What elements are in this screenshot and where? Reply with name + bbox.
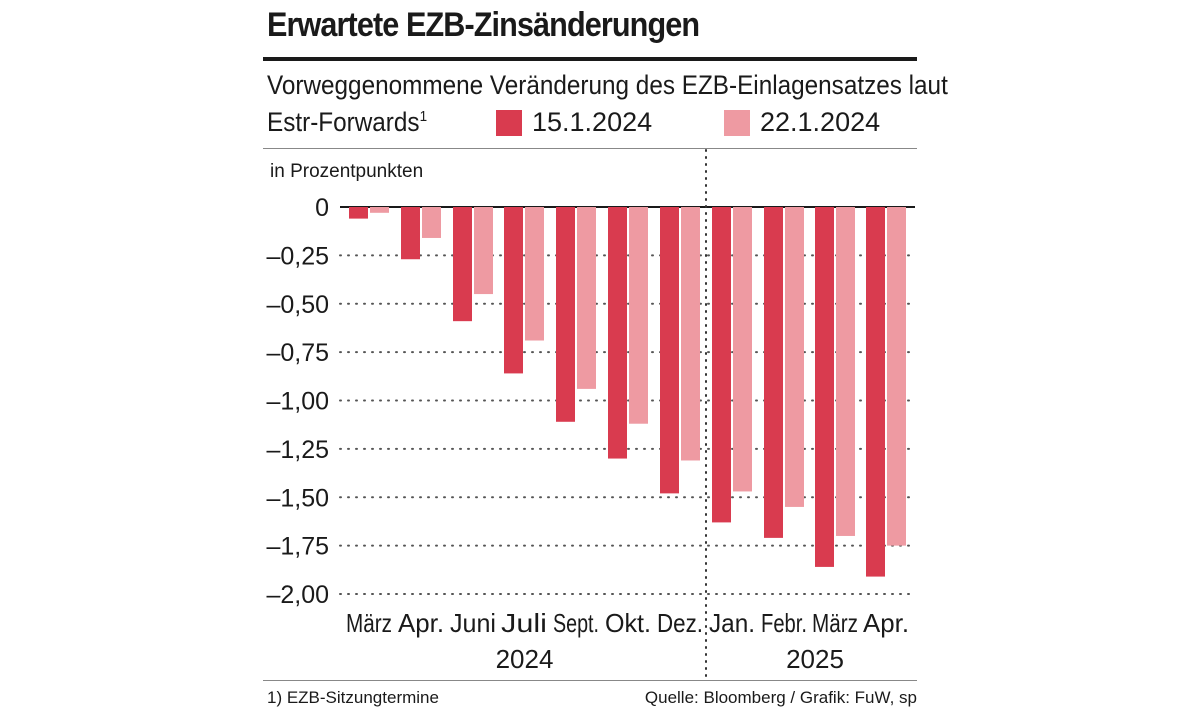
header-rule (263, 148, 917, 149)
bar-series-b (474, 207, 493, 295)
x-tick-label: Apr. (398, 608, 444, 638)
x-tick-label: März (346, 608, 392, 638)
bar-series-a (815, 207, 834, 567)
bar-series-b (733, 207, 752, 492)
legend-label-series-b: 22.1.2024 (760, 107, 881, 137)
legend-swatch-series-a (496, 109, 522, 136)
y-tick-label: –1,25 (266, 436, 329, 464)
bar-series-b (629, 207, 648, 424)
legend-item-series-b: 22.1.2024 (724, 107, 880, 138)
chart-subtitle-line2: Estr-Forwards1 (267, 107, 427, 138)
bar-series-b (525, 207, 544, 341)
year-label: 2024 (496, 644, 554, 674)
subtitle-text: Estr-Forwards (267, 107, 420, 137)
year-label: 2025 (786, 644, 844, 674)
y-tick-label: –1,75 (266, 533, 329, 561)
y-tick-label: –1,00 (266, 388, 329, 416)
bar-series-b (577, 207, 596, 389)
bar-series-a (608, 207, 627, 459)
bar-series-b (681, 207, 700, 461)
bar-series-b (836, 207, 855, 536)
x-tick-label: Juni (450, 608, 496, 638)
bar-series-a (660, 207, 679, 494)
bar-series-b (370, 207, 389, 213)
x-tick-label: Dez. (657, 608, 703, 638)
legend-item-series-a: 15.1.2024 (496, 107, 652, 138)
bars (349, 207, 906, 577)
bar-series-a (556, 207, 575, 422)
y-tick-label: –0,75 (266, 339, 329, 367)
bar-series-b (785, 207, 804, 507)
footnote: 1) EZB-Sitzungtermine (267, 688, 439, 707)
bar-series-a (349, 207, 368, 219)
source-credit: Quelle: Bloomberg / Grafik: FuW, sp (644, 688, 917, 707)
legend-swatch-series-b (724, 109, 750, 136)
x-tick-label: Sept. (553, 608, 599, 638)
bar-series-b (887, 207, 906, 546)
legend-label-series-a: 15.1.2024 (532, 107, 653, 137)
y-tick-label: –0,25 (266, 242, 329, 270)
x-tick-label: Febr. (761, 608, 807, 638)
x-tick-label: Apr. (863, 608, 909, 638)
y-tick-label: 0 (315, 194, 329, 222)
bar-series-a (504, 207, 523, 374)
chart-title: Erwartete EZB-Zinsänderungen (267, 6, 700, 44)
bar-series-a (401, 207, 420, 260)
x-tick-label: März (812, 608, 858, 638)
footer-rule (263, 680, 917, 681)
bar-series-a (866, 207, 885, 577)
x-tick-label: Jan. (709, 608, 755, 638)
y-axis-label: in Prozentpunkten (270, 161, 423, 182)
x-tick-labels: März Apr. Juni Juli Sept. Okt. Dez. Jan. Febr. Mä… (346, 608, 909, 638)
y-tick-label: –0,50 (266, 291, 329, 319)
y-tick-labels: 0 –0,25 –0,50 –0,75 –1,00 –1,25 –1,50 –1,75 –2,0… (266, 194, 329, 609)
y-tick-label: –2,00 (266, 581, 329, 609)
x-tick-label: Juli (501, 608, 547, 638)
x-tick-label: Okt. (605, 608, 651, 638)
bar-series-a (453, 207, 472, 322)
bar-series-a (764, 207, 783, 538)
bar-series-b (422, 207, 441, 238)
bar-series-a (712, 207, 731, 523)
year-labels: 2024 2025 (496, 644, 844, 674)
chart-subtitle-line1: Vorweggenommene Veränderung des EZB-Einl… (267, 70, 948, 100)
y-tick-label: –1,50 (266, 484, 329, 512)
title-rule (263, 57, 917, 61)
footnote-mark: 1 (419, 108, 428, 125)
